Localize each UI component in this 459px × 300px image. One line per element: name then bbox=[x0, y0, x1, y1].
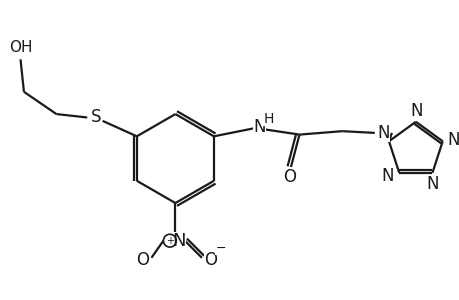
Text: H: H bbox=[263, 112, 273, 126]
Text: N: N bbox=[425, 175, 438, 193]
Text: N: N bbox=[409, 103, 422, 121]
Text: OH: OH bbox=[9, 40, 32, 55]
Text: N: N bbox=[380, 167, 392, 185]
Text: O: O bbox=[203, 250, 217, 268]
Text: N: N bbox=[376, 124, 389, 142]
Text: +: + bbox=[166, 236, 174, 246]
Text: S: S bbox=[90, 109, 101, 127]
Text: O: O bbox=[136, 250, 149, 268]
Text: N: N bbox=[447, 130, 459, 148]
Text: N: N bbox=[172, 232, 185, 250]
Text: N: N bbox=[252, 118, 265, 136]
Text: −: − bbox=[215, 242, 225, 255]
Text: O: O bbox=[282, 167, 295, 185]
